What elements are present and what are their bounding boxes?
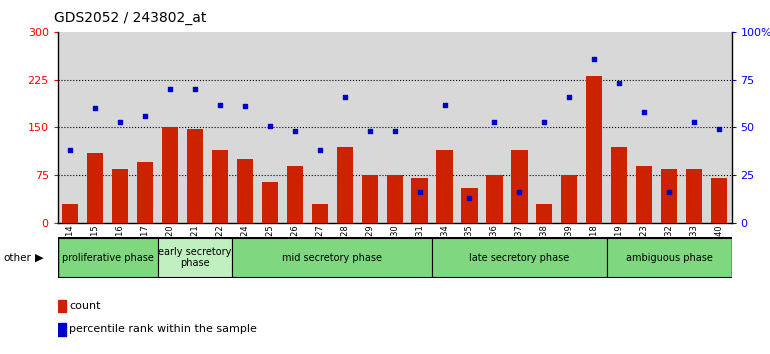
Bar (162, 127, 178, 223)
Point (713, 126, 725, 132)
Bar (62, 204, 79, 223)
Point (514, 190, 526, 195)
Bar (237, 159, 253, 223)
Bar (58, 32, 82, 223)
Bar (461, 188, 477, 223)
Point (139, 113, 151, 119)
Bar (507, 32, 532, 223)
Point (464, 195, 476, 201)
FancyBboxPatch shape (607, 238, 731, 277)
Bar (112, 169, 129, 223)
Bar (536, 204, 552, 223)
Bar (607, 32, 631, 223)
Point (363, 129, 376, 134)
Bar (257, 32, 283, 223)
Text: proliferative phase: proliferative phase (62, 252, 153, 263)
Point (588, 56, 601, 62)
Bar (132, 32, 158, 223)
Bar (158, 32, 182, 223)
Point (688, 119, 700, 125)
FancyBboxPatch shape (58, 238, 158, 277)
Point (239, 104, 251, 109)
Point (663, 190, 675, 195)
Bar (532, 32, 557, 223)
Bar (332, 32, 357, 223)
Text: other: other (4, 252, 32, 263)
Bar (611, 147, 628, 223)
Bar (286, 166, 303, 223)
Point (64, 148, 76, 153)
Bar (661, 169, 678, 223)
Point (189, 86, 201, 92)
Bar (582, 32, 607, 223)
Point (214, 102, 226, 107)
FancyBboxPatch shape (158, 238, 233, 277)
Bar (707, 32, 732, 223)
Bar (636, 166, 652, 223)
Bar (262, 182, 278, 223)
Bar (58, 323, 66, 336)
Point (563, 94, 575, 100)
Bar (283, 32, 307, 223)
Text: percentile rank within the sample: percentile rank within the sample (69, 324, 257, 335)
Text: early secretory
phase: early secretory phase (159, 247, 232, 268)
Bar (411, 178, 427, 223)
Point (613, 81, 625, 86)
Bar (382, 32, 407, 223)
Point (289, 129, 301, 134)
Bar (362, 175, 378, 223)
Bar (312, 204, 328, 223)
Point (339, 94, 351, 100)
Bar (482, 32, 507, 223)
Text: late secretory phase: late secretory phase (469, 252, 570, 263)
Bar (336, 147, 353, 223)
Bar (108, 32, 132, 223)
Bar (681, 32, 707, 223)
Bar (557, 32, 582, 223)
Bar (487, 175, 503, 223)
Point (638, 109, 651, 115)
Bar (511, 150, 527, 223)
Bar (87, 153, 103, 223)
Bar (561, 175, 578, 223)
Point (89, 105, 102, 111)
Bar (457, 32, 482, 223)
Point (413, 190, 426, 195)
Bar (657, 32, 681, 223)
Text: ▶: ▶ (35, 252, 44, 263)
Point (438, 102, 450, 107)
Point (313, 148, 326, 153)
Point (388, 129, 400, 134)
Bar (212, 150, 228, 223)
Point (114, 119, 126, 125)
Bar (233, 32, 257, 223)
Bar (387, 175, 403, 223)
Bar (207, 32, 233, 223)
Bar (82, 32, 108, 223)
FancyBboxPatch shape (432, 238, 607, 277)
Text: mid secretory phase: mid secretory phase (283, 252, 382, 263)
Text: GDS2052 / 243802_at: GDS2052 / 243802_at (54, 11, 206, 25)
Bar (357, 32, 382, 223)
Text: count: count (69, 301, 101, 311)
Point (164, 86, 176, 92)
Point (263, 123, 276, 129)
Bar (137, 162, 153, 223)
Bar (686, 169, 702, 223)
Point (538, 119, 551, 125)
Bar (432, 32, 457, 223)
Text: ambiguous phase: ambiguous phase (626, 252, 712, 263)
Bar (437, 150, 453, 223)
Bar (711, 178, 727, 223)
Bar (182, 32, 207, 223)
Point (488, 119, 500, 125)
Bar (586, 76, 602, 223)
Bar (187, 129, 203, 223)
Bar (307, 32, 332, 223)
Bar (631, 32, 657, 223)
FancyBboxPatch shape (233, 238, 432, 277)
Bar (407, 32, 432, 223)
Bar (58, 299, 66, 313)
